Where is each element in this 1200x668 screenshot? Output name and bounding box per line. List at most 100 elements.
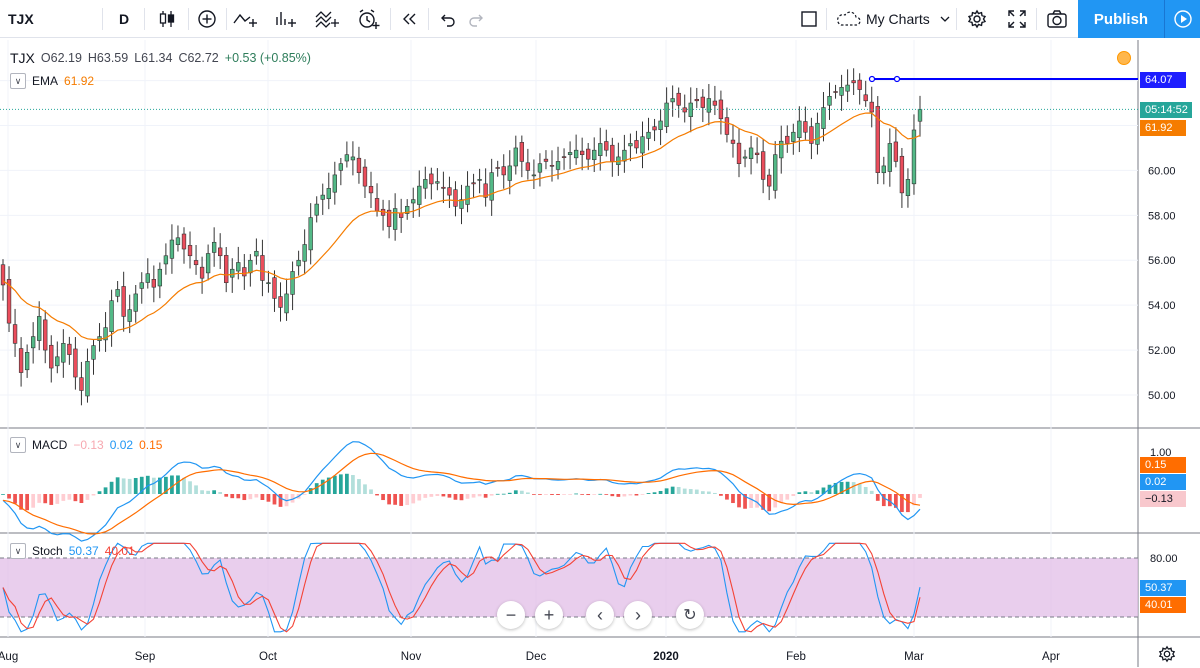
macd-histogram-bar	[157, 477, 162, 494]
indicators-button[interactable]	[230, 0, 260, 38]
macd-histogram-bar	[676, 486, 681, 494]
candle-up	[628, 143, 633, 147]
candle-up	[622, 149, 627, 162]
event-marker-icon[interactable]	[1117, 51, 1131, 65]
candle-up	[887, 143, 893, 172]
candle-up	[911, 129, 917, 185]
macd-histogram-bar	[61, 494, 66, 501]
candle-up	[314, 203, 319, 216]
symbol-search-button[interactable]: TJX	[8, 0, 58, 38]
candle-down	[754, 152, 760, 155]
macd-histogram-bar	[393, 494, 398, 505]
templates-button[interactable]	[310, 0, 344, 38]
candle-up	[205, 253, 211, 274]
alert-price-tag: 64.07	[1140, 72, 1186, 88]
fullscreen-layout-button[interactable]	[796, 0, 822, 38]
my-charts-label: My Charts	[866, 11, 930, 27]
macd-histogram-bar	[242, 494, 247, 501]
my-charts-menu[interactable]: My Charts	[834, 0, 954, 38]
macd-histogram-bar	[399, 494, 404, 506]
publish-menu-button[interactable]	[1164, 0, 1200, 38]
macd-histogram-bar	[918, 494, 922, 498]
candle-up	[465, 185, 470, 205]
chevron-left-icon: ‹	[597, 604, 603, 625]
interval-button[interactable]: D	[108, 0, 140, 38]
zoom-in-button[interactable]: +	[535, 601, 563, 629]
candle-down	[368, 185, 374, 194]
chart-area[interactable]: 62.0060.0058.0056.0054.0052.0050.00AugSe…	[0, 38, 1200, 667]
ema-legend: ∨ EMA 61.92	[10, 73, 94, 89]
add-circle-icon	[198, 10, 216, 28]
candle-down	[429, 173, 434, 185]
time-tick-label: Feb	[786, 651, 806, 663]
candle-up	[791, 131, 796, 142]
macd-histogram-bar	[640, 494, 645, 495]
toolbar-divider	[390, 8, 391, 30]
reset-chart-button[interactable]: ↻	[676, 601, 704, 629]
axis-settings-button[interactable]	[1158, 645, 1178, 665]
fullscreen-button[interactable]	[1002, 0, 1032, 38]
candle-up	[821, 107, 826, 129]
macd-histogram-bar	[501, 493, 506, 495]
alarm-clock-icon	[359, 9, 380, 29]
macd-histogram-bar	[19, 494, 23, 510]
settings-button[interactable]	[962, 0, 992, 38]
legend-symbol: TJX	[10, 50, 35, 66]
candle-up	[139, 282, 144, 289]
snapshot-button[interactable]	[1042, 0, 1072, 38]
time-tick-label: 2020	[653, 651, 679, 663]
macd-histogram-bar	[13, 494, 17, 504]
macd-histogram-bar	[387, 494, 391, 505]
candle-up	[917, 109, 923, 122]
compare-button[interactable]	[192, 0, 222, 38]
toolbar-divider	[102, 8, 103, 30]
candle-up	[302, 244, 307, 262]
candle-down	[604, 141, 609, 151]
undo-button[interactable]	[434, 0, 460, 38]
zoom-out-button[interactable]: −	[497, 601, 525, 629]
candle-up	[405, 206, 410, 214]
rewind-icon	[403, 13, 416, 25]
candle-up	[773, 154, 778, 191]
time-tick-label: Apr	[1042, 651, 1060, 663]
scroll-right-button[interactable]: ›	[624, 601, 652, 629]
candles-icon	[159, 11, 175, 27]
macd-histogram-bar	[604, 494, 609, 495]
macd-histogram-bar	[127, 478, 132, 494]
chart-type-button[interactable]	[150, 0, 184, 38]
replay-button[interactable]	[394, 0, 424, 38]
camera-icon	[1047, 10, 1067, 28]
macd-histogram-bar	[725, 494, 729, 500]
macd-histogram-bar	[592, 494, 597, 495]
macd-histogram-bar	[151, 477, 156, 494]
collapse-legend-button[interactable]: ∨	[10, 73, 26, 89]
alert-button[interactable]	[352, 0, 386, 38]
candle-down	[151, 279, 156, 288]
macd-histogram-bar	[646, 493, 651, 494]
candle-down	[893, 141, 899, 162]
macd-legend: ∨ MACD −0.13 0.02 0.15	[10, 437, 162, 453]
candle-down	[242, 267, 247, 277]
macd-histogram-bar	[417, 494, 422, 501]
macd-histogram-bar	[875, 494, 880, 501]
candle-down	[18, 348, 24, 373]
macd-histogram-bar	[525, 492, 530, 494]
candle-up	[513, 147, 518, 167]
macd-histogram-bar	[260, 494, 265, 500]
macd-histogram-bar	[351, 475, 355, 494]
scroll-left-button[interactable]: ‹	[586, 601, 614, 629]
redo-button[interactable]	[464, 0, 490, 38]
collapse-macd-button[interactable]: ∨	[10, 437, 26, 453]
ema-value: 61.92	[64, 74, 95, 88]
chevron-down-icon	[940, 16, 950, 22]
financials-button[interactable]	[268, 0, 302, 38]
candle-up	[37, 316, 42, 341]
candle-down	[67, 343, 72, 355]
price-chart[interactable]: 62.0060.0058.0056.0054.0052.0050.00AugSe…	[0, 38, 1200, 667]
publish-button[interactable]: Publish	[1078, 0, 1164, 38]
collapse-stoch-button[interactable]: ∨	[10, 543, 26, 559]
bar-chart-plus-icon	[276, 12, 296, 27]
candle-up	[742, 156, 748, 159]
toolbar-divider	[826, 8, 827, 30]
macd-histogram-bar	[912, 494, 916, 506]
